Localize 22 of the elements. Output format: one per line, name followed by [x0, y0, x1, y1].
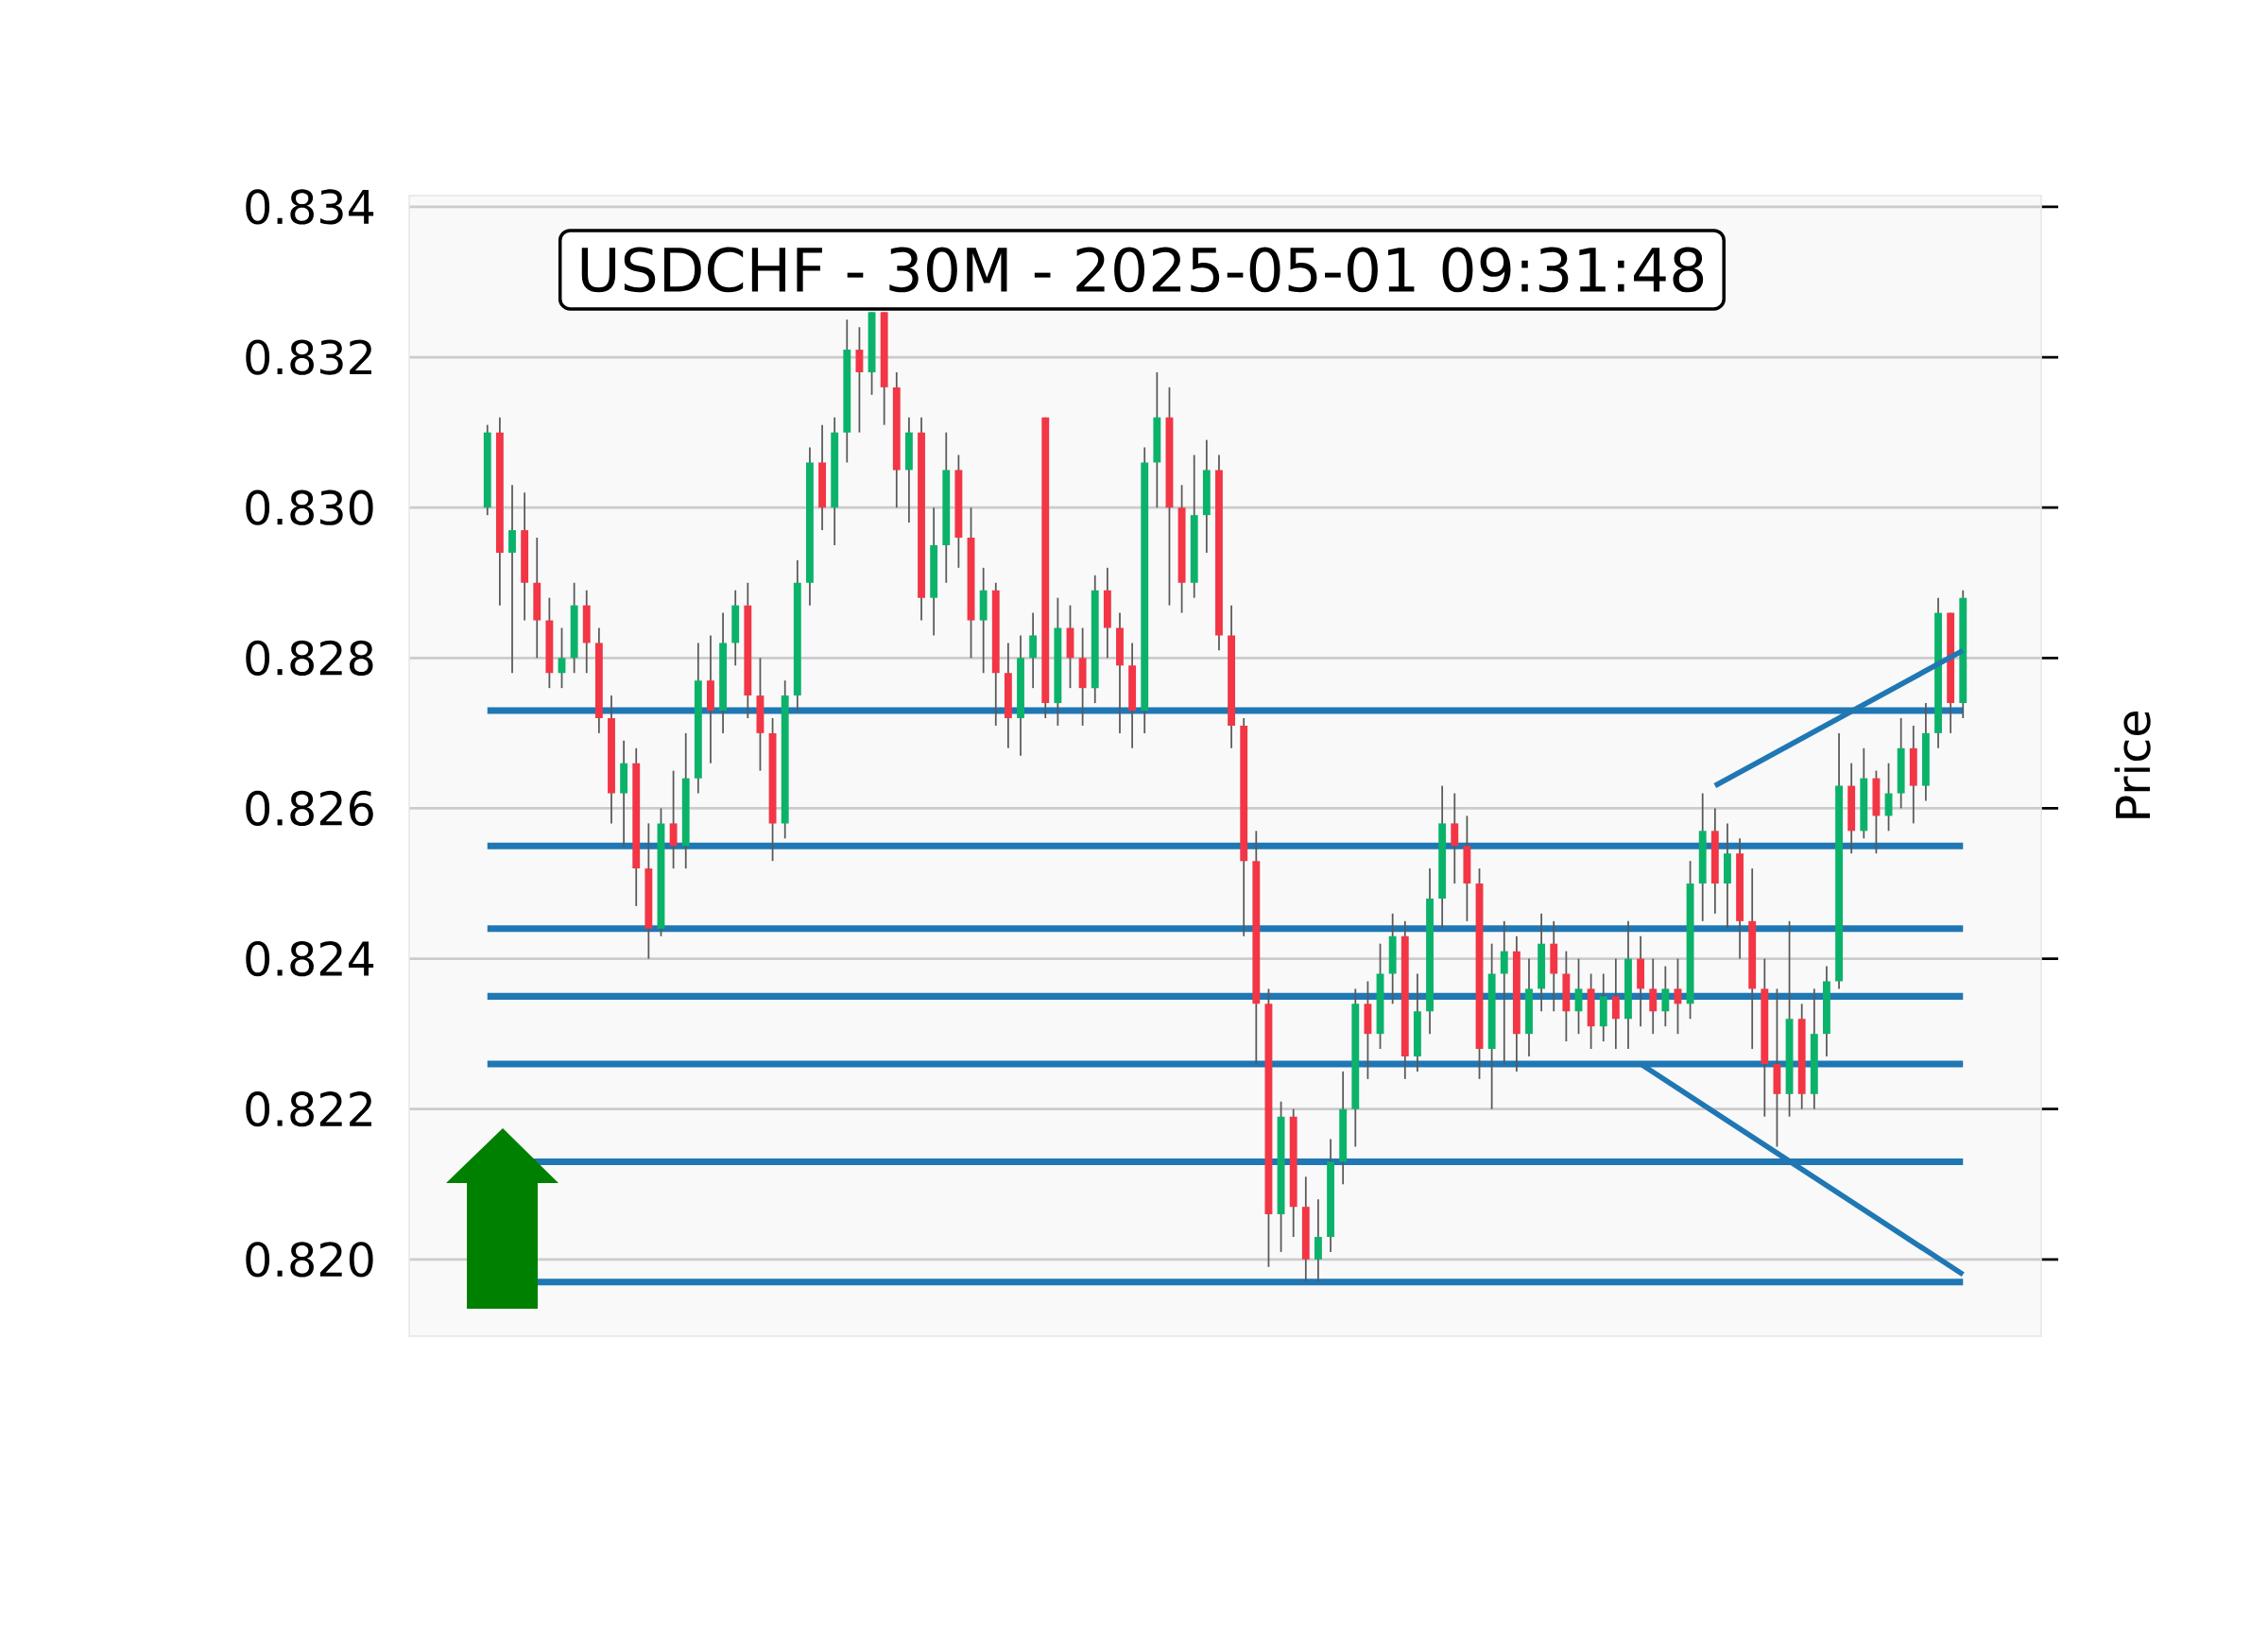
y-tick-label: 0.830 [246, 489, 373, 525]
text: USDCHF - 30M - 2025-05-01 09:31:48 [581, 247, 1704, 293]
y-tick-label: 0.820 [246, 1242, 373, 1278]
y-tick-label: 0.832 [246, 339, 371, 375]
candlestick [855, 326, 864, 434]
candlestick [1314, 1198, 1322, 1283]
y-tick-label: 0.822 [246, 1091, 371, 1127]
y-tick-label: 0.828 [246, 640, 373, 676]
candlestick [1029, 611, 1038, 690]
candlestick [1451, 792, 1459, 884]
candlestick [558, 626, 566, 690]
candlestick [1500, 919, 1508, 1065]
y-tick-label: 0.824 [246, 940, 374, 977]
candlestick [669, 769, 678, 869]
candlestick [508, 484, 516, 675]
candlestick [1674, 957, 1682, 1036]
y-tick-label: 0.834 [246, 189, 374, 225]
candlestick [1649, 957, 1658, 1036]
y-axis-title: Price [2114, 712, 2151, 818]
candlestick [1661, 965, 1670, 1028]
y-tick-label: 0.826 [246, 790, 373, 827]
candlestick [1611, 957, 1620, 1050]
